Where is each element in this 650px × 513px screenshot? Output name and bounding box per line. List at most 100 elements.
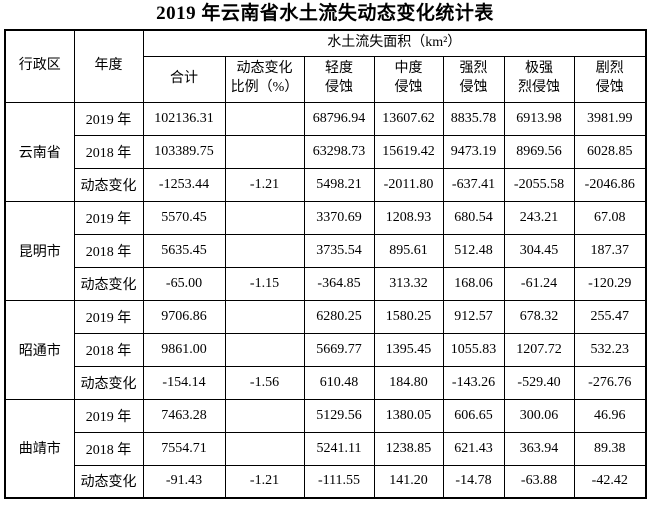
- year-cell: 2019 年: [73, 398, 144, 433]
- value-cell: -2055.58: [503, 167, 575, 202]
- col-header-severe-erosion: 剧烈 侵蚀: [573, 55, 647, 103]
- value-cell: 621.43: [442, 431, 505, 466]
- value-cell: 6028.85: [573, 134, 647, 169]
- col-header-total: 合计: [142, 55, 226, 103]
- table-row: 动态变化 -1253.44 -1.21 5498.21 -2011.80 -63…: [5, 167, 647, 202]
- value-cell: 300.06: [503, 398, 575, 433]
- value-cell: -2011.80: [373, 167, 444, 202]
- value-cell: [224, 431, 305, 466]
- value-cell: 9861.00: [142, 332, 226, 367]
- value-cell: [224, 233, 305, 268]
- table-row: 2018 年 7554.71 5241.11 1238.85 621.43 36…: [5, 431, 647, 466]
- value-cell: -1.21: [224, 167, 305, 202]
- value-cell: 313.32: [373, 266, 444, 301]
- value-cell: 102136.31: [142, 101, 226, 136]
- value-cell: 610.48: [303, 365, 375, 400]
- value-cell: 89.38: [573, 431, 647, 466]
- value-cell: -1253.44: [142, 167, 226, 202]
- value-cell: 6280.25: [303, 299, 375, 334]
- value-cell: -154.14: [142, 365, 226, 400]
- value-cell: 512.48: [442, 233, 505, 268]
- value-cell: -529.40: [503, 365, 575, 400]
- value-cell: -364.85: [303, 266, 375, 301]
- value-cell: 15619.42: [373, 134, 444, 169]
- value-cell: -91.43: [142, 464, 226, 499]
- region-cell: 昆明市: [4, 200, 75, 301]
- value-cell: 7554.71: [142, 431, 226, 466]
- value-cell: [224, 200, 305, 235]
- value-cell: -14.78: [442, 464, 505, 499]
- table-row: 2018 年 103389.75 63298.73 15619.42 9473.…: [5, 134, 647, 169]
- value-cell: -111.55: [303, 464, 375, 499]
- value-cell: 5241.11: [303, 431, 375, 466]
- value-cell: 9706.86: [142, 299, 226, 334]
- value-cell: -143.26: [442, 365, 505, 400]
- col-header-region: 行政区: [4, 29, 75, 103]
- value-cell: -1.56: [224, 365, 305, 400]
- value-cell: 63298.73: [303, 134, 375, 169]
- col-header-year: 年度: [73, 29, 144, 103]
- table-row: 2018 年 5635.45 3735.54 895.61 512.48 304…: [5, 233, 647, 268]
- value-cell: [224, 299, 305, 334]
- col-header-area-group: 水土流失面积（km²）: [142, 29, 647, 57]
- page-title: 2019 年云南省水土流失动态变化统计表: [156, 3, 494, 24]
- value-cell: 1207.72: [503, 332, 575, 367]
- value-cell: 3735.54: [303, 233, 375, 268]
- value-cell: 678.32: [503, 299, 575, 334]
- value-cell: -65.00: [142, 266, 226, 301]
- value-cell: [224, 398, 305, 433]
- value-cell: 8969.56: [503, 134, 575, 169]
- value-cell: 1380.05: [373, 398, 444, 433]
- value-cell: 3981.99: [573, 101, 647, 136]
- value-cell: -2046.86: [573, 167, 647, 202]
- year-cell: 动态变化: [73, 365, 144, 400]
- col-header-strong-erosion: 强烈 侵蚀: [442, 55, 505, 103]
- value-cell: 187.37: [573, 233, 647, 268]
- value-cell: -63.88: [503, 464, 575, 499]
- value-cell: 141.20: [373, 464, 444, 499]
- value-cell: [224, 101, 305, 136]
- value-cell: 243.21: [503, 200, 575, 235]
- value-cell: 46.96: [573, 398, 647, 433]
- table-row: 曲靖市 2019 年 7463.28 5129.56 1380.05 606.6…: [4, 398, 647, 499]
- value-cell: 606.65: [442, 398, 505, 433]
- value-cell: 1580.25: [373, 299, 444, 334]
- col-header-very-strong-erosion: 极强 烈侵蚀: [503, 55, 575, 103]
- header-row-1: 行政区 年度 水土流失面积（km²）: [4, 29, 647, 103]
- year-cell: 2019 年: [73, 101, 144, 136]
- year-cell: 2018 年: [73, 134, 144, 169]
- table-row: 动态变化 -91.43 -1.21 -111.55 141.20 -14.78 …: [5, 464, 647, 499]
- value-cell: 3370.69: [303, 200, 375, 235]
- value-cell: -120.29: [573, 266, 647, 301]
- table-row: 2018 年 9861.00 5669.77 1395.45 1055.83 1…: [5, 332, 647, 367]
- value-cell: 255.47: [573, 299, 647, 334]
- value-cell: -276.76: [573, 365, 647, 400]
- year-cell: 2019 年: [73, 299, 144, 334]
- value-cell: -61.24: [503, 266, 575, 301]
- value-cell: -1.15: [224, 266, 305, 301]
- table-row: 动态变化 -65.00 -1.15 -364.85 313.32 168.06 …: [5, 266, 647, 301]
- value-cell: 13607.62: [373, 101, 444, 136]
- value-cell: 1395.45: [373, 332, 444, 367]
- region-cell: 云南省: [4, 101, 75, 202]
- year-cell: 动态变化: [73, 464, 144, 499]
- value-cell: 5669.77: [303, 332, 375, 367]
- table-row: 动态变化 -154.14 -1.56 610.48 184.80 -143.26…: [5, 365, 647, 400]
- value-cell: [224, 134, 305, 169]
- year-cell: 2018 年: [73, 233, 144, 268]
- value-cell: 5129.56: [303, 398, 375, 433]
- year-cell: 2018 年: [73, 332, 144, 367]
- value-cell: 103389.75: [142, 134, 226, 169]
- value-cell: 1208.93: [373, 200, 444, 235]
- value-cell: 895.61: [373, 233, 444, 268]
- year-cell: 动态变化: [73, 167, 144, 202]
- year-cell: 2019 年: [73, 200, 144, 235]
- col-header-moderate-erosion: 中度 侵蚀: [373, 55, 444, 103]
- value-cell: 363.94: [503, 431, 575, 466]
- value-cell: 1055.83: [442, 332, 505, 367]
- value-cell: 184.80: [373, 365, 444, 400]
- table-row: 云南省 2019 年 102136.31 68796.94 13607.62 8…: [4, 101, 647, 202]
- value-cell: 6913.98: [503, 101, 575, 136]
- year-cell: 动态变化: [73, 266, 144, 301]
- value-cell: 168.06: [442, 266, 505, 301]
